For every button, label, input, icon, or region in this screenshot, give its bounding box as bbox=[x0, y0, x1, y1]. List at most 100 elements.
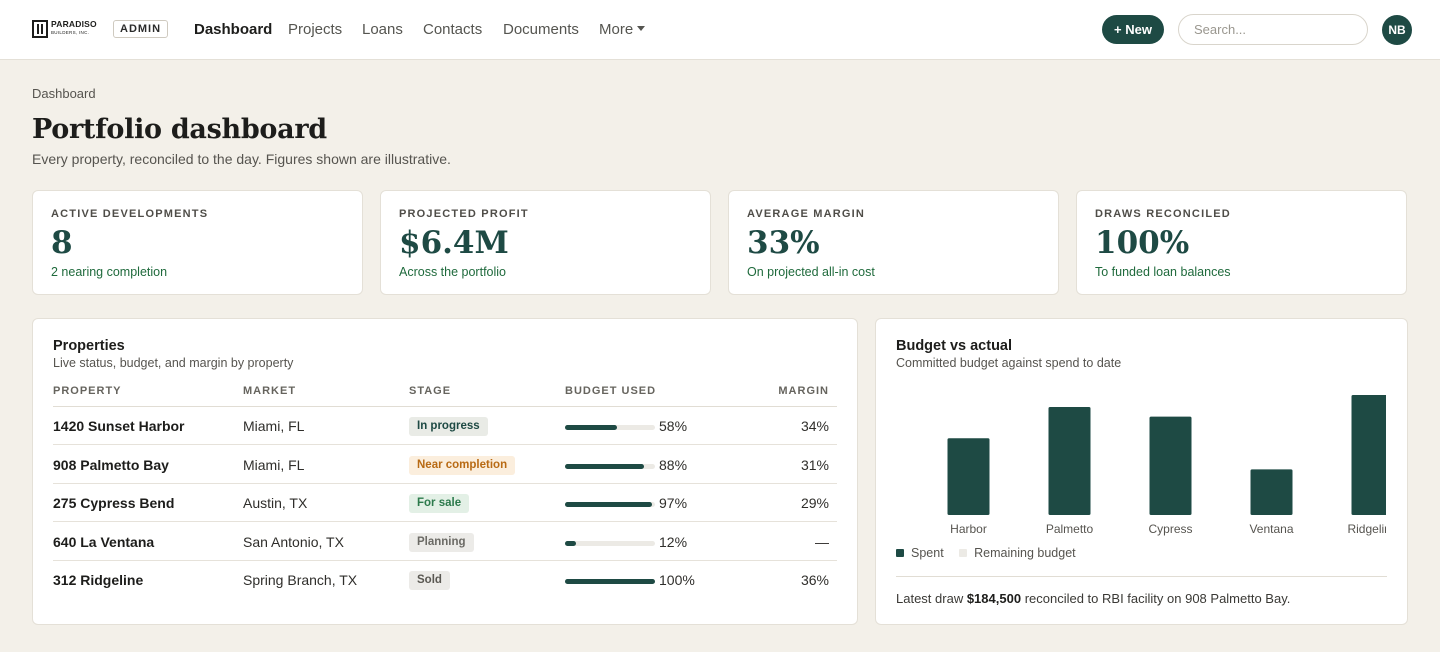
panel-title: Budget vs actual bbox=[896, 338, 1013, 354]
column-header-stage[interactable]: STAGE bbox=[409, 385, 452, 397]
user-avatar[interactable]: NB bbox=[1382, 15, 1412, 45]
stat-note: To funded loan balances bbox=[1095, 265, 1231, 279]
top-navigation: PARADISO BUILDERS, INC. ADMIN Dashboard … bbox=[0, 0, 1440, 60]
draw-amount: $184,500 bbox=[966, 591, 1022, 606]
table-row[interactable]: 312 Ridgeline Spring Branch, TX Sold 100% 36… bbox=[53, 561, 837, 599]
chart-tick-label: Ridgeline bbox=[1347, 522, 1386, 536]
property-name[interactable]: 908 Palmetto Bay bbox=[53, 456, 169, 473]
chart-bar-ridgeline[interactable] bbox=[1351, 395, 1387, 515]
legend-swatch-spent bbox=[896, 549, 904, 557]
budget-used-percent: 100% bbox=[659, 572, 695, 588]
budget-progress-bar bbox=[565, 540, 655, 546]
nav-contacts[interactable]: Contacts bbox=[423, 21, 483, 38]
nav-loans[interactable]: Loans bbox=[362, 21, 403, 38]
admin-badge: ADMIN bbox=[113, 20, 169, 38]
stat-note: Across the portfolio bbox=[399, 265, 506, 279]
page-title: Portfolio dashboard bbox=[32, 114, 327, 145]
table-row[interactable]: 1420 Sunset Harbor Miami, FL In progress 58… bbox=[53, 407, 837, 445]
stage-badge: Near completion bbox=[409, 455, 516, 475]
stat-value: $6.4M bbox=[399, 225, 509, 261]
table-header-divider bbox=[53, 406, 837, 407]
property-market: Miami, FL bbox=[243, 418, 305, 434]
panel-divider bbox=[896, 576, 1387, 577]
breadcrumb[interactable]: Dashboard bbox=[32, 86, 96, 101]
nav-dashboard[interactable]: Dashboard bbox=[194, 21, 273, 38]
column-header-market[interactable]: MARKET bbox=[243, 385, 297, 397]
stat-note: 2 nearing completion bbox=[51, 265, 168, 279]
draw-note-prefix: Latest draw bbox=[896, 591, 964, 606]
table-row[interactable]: 640 La Ventana San Antonio, TX Planning 12%… bbox=[53, 523, 837, 561]
margin-value: 36% bbox=[800, 572, 829, 588]
brand-subtitle: BUILDERS, INC. bbox=[51, 30, 90, 35]
panel-subtitle: Committed budget against spend to date bbox=[896, 356, 1122, 370]
budget-progress-bar bbox=[565, 463, 655, 469]
brand-logo[interactable]: PARADISO BUILDERS, INC. bbox=[32, 19, 100, 39]
margin-value: — bbox=[815, 533, 829, 550]
property-name[interactable]: 1420 Sunset Harbor bbox=[53, 418, 185, 434]
legend-label-spent: Spent bbox=[911, 546, 944, 560]
chart-bar-ventana[interactable] bbox=[1250, 469, 1293, 515]
column-header-budget-used[interactable]: BUDGET USED bbox=[565, 385, 657, 397]
property-name[interactable]: 275 Cypress Bend bbox=[53, 495, 175, 511]
stat-card-active-developments: ACTIVE DEVELOPMENTS 8 2 nearing completi… bbox=[32, 190, 363, 295]
stat-value: 33% bbox=[747, 225, 820, 261]
panel-subtitle: Live status, budget, and margin by prope… bbox=[53, 356, 294, 370]
stage-badge: In progress bbox=[409, 417, 488, 436]
budget-used-percent: 97% bbox=[659, 495, 688, 511]
property-name[interactable]: 640 La Ventana bbox=[53, 533, 155, 550]
budget-progress-fill bbox=[565, 425, 618, 430]
new-button[interactable]: + New bbox=[1102, 15, 1164, 44]
building-icon bbox=[32, 20, 48, 38]
table-row[interactable]: 908 Palmetto Bay Miami, FL Near completion… bbox=[53, 446, 837, 484]
nav-more-label: More bbox=[599, 21, 634, 38]
chart-legend: Spent Remaining budget bbox=[896, 546, 1088, 560]
property-market: Austin, TX bbox=[243, 495, 308, 511]
column-header-margin[interactable]: MARGIN bbox=[778, 385, 829, 397]
latest-draw-note: Latest draw $184,500 reconciled to RBI f… bbox=[896, 591, 1290, 606]
property-name[interactable]: 312 Ridgeline bbox=[53, 572, 144, 588]
nav-documents[interactable]: Documents bbox=[503, 21, 579, 38]
stat-label: DRAWS RECONCILED bbox=[1095, 208, 1231, 220]
budget-progress-fill bbox=[565, 463, 645, 469]
chart-bar-harbor[interactable] bbox=[947, 438, 990, 515]
property-market: Miami, FL bbox=[243, 456, 305, 473]
legend-item-remaining: Remaining budget bbox=[959, 546, 1076, 560]
margin-value: 31% bbox=[800, 456, 829, 473]
panel-title: Properties bbox=[53, 338, 125, 354]
stage-badge: Planning bbox=[409, 532, 474, 552]
draw-note-suffix: reconciled to RBI facility on 908 Palmet… bbox=[1024, 591, 1291, 606]
budget-progress-bar bbox=[565, 425, 655, 430]
stat-label: ACTIVE DEVELOPMENTS bbox=[51, 208, 209, 220]
legend-label-remaining: Remaining budget bbox=[974, 546, 1076, 560]
budget-progress-fill bbox=[565, 502, 653, 507]
brand-name: PARADISO bbox=[51, 19, 97, 29]
budget-used-percent: 88% bbox=[659, 456, 688, 473]
stat-note: On projected all-in cost bbox=[747, 265, 875, 279]
nav-more-dropdown[interactable]: More bbox=[599, 21, 646, 39]
chevron-down-icon bbox=[637, 26, 646, 31]
property-market: Spring Branch, TX bbox=[243, 572, 358, 588]
stat-card-projected-profit: PROJECTED PROFIT $6.4M Across the portfo… bbox=[380, 190, 711, 295]
chart-bar-cypress[interactable] bbox=[1149, 416, 1192, 515]
search-input[interactable] bbox=[1178, 14, 1368, 45]
table-row[interactable]: 275 Cypress Bend Austin, TX For sale 97% 29% bbox=[53, 484, 837, 522]
property-market: San Antonio, TX bbox=[243, 533, 344, 550]
stage-badge: Sold bbox=[409, 571, 450, 590]
budget-vs-actual-panel: Budget vs actual Committed budget agains… bbox=[875, 318, 1408, 625]
stat-value: 8 bbox=[51, 225, 73, 261]
budget-bar-chart: Harbor Palmetto Cypress Ventana Ridgeline bbox=[947, 395, 1387, 536]
chart-bar-palmetto[interactable] bbox=[1048, 407, 1091, 515]
nav-projects[interactable]: Projects bbox=[288, 21, 343, 38]
legend-swatch-remaining bbox=[959, 549, 968, 557]
chart-tick-label: Harbor bbox=[950, 522, 987, 536]
stat-label: PROJECTED PROFIT bbox=[399, 208, 529, 220]
stat-card-average-margin: AVERAGE MARGIN 33% On projected all-in c… bbox=[728, 190, 1059, 295]
column-header-property[interactable]: PROPERTY bbox=[53, 385, 122, 397]
budget-used-percent: 58% bbox=[659, 418, 688, 434]
budget-progress-bar bbox=[565, 502, 655, 507]
properties-panel: Properties Live status, budget, and marg… bbox=[32, 318, 858, 625]
page-subtitle: Every property, reconciled to the day. F… bbox=[32, 151, 451, 167]
budget-used-percent: 12% bbox=[659, 533, 688, 550]
budget-progress-fill bbox=[565, 540, 576, 546]
margin-value: 29% bbox=[800, 495, 829, 511]
